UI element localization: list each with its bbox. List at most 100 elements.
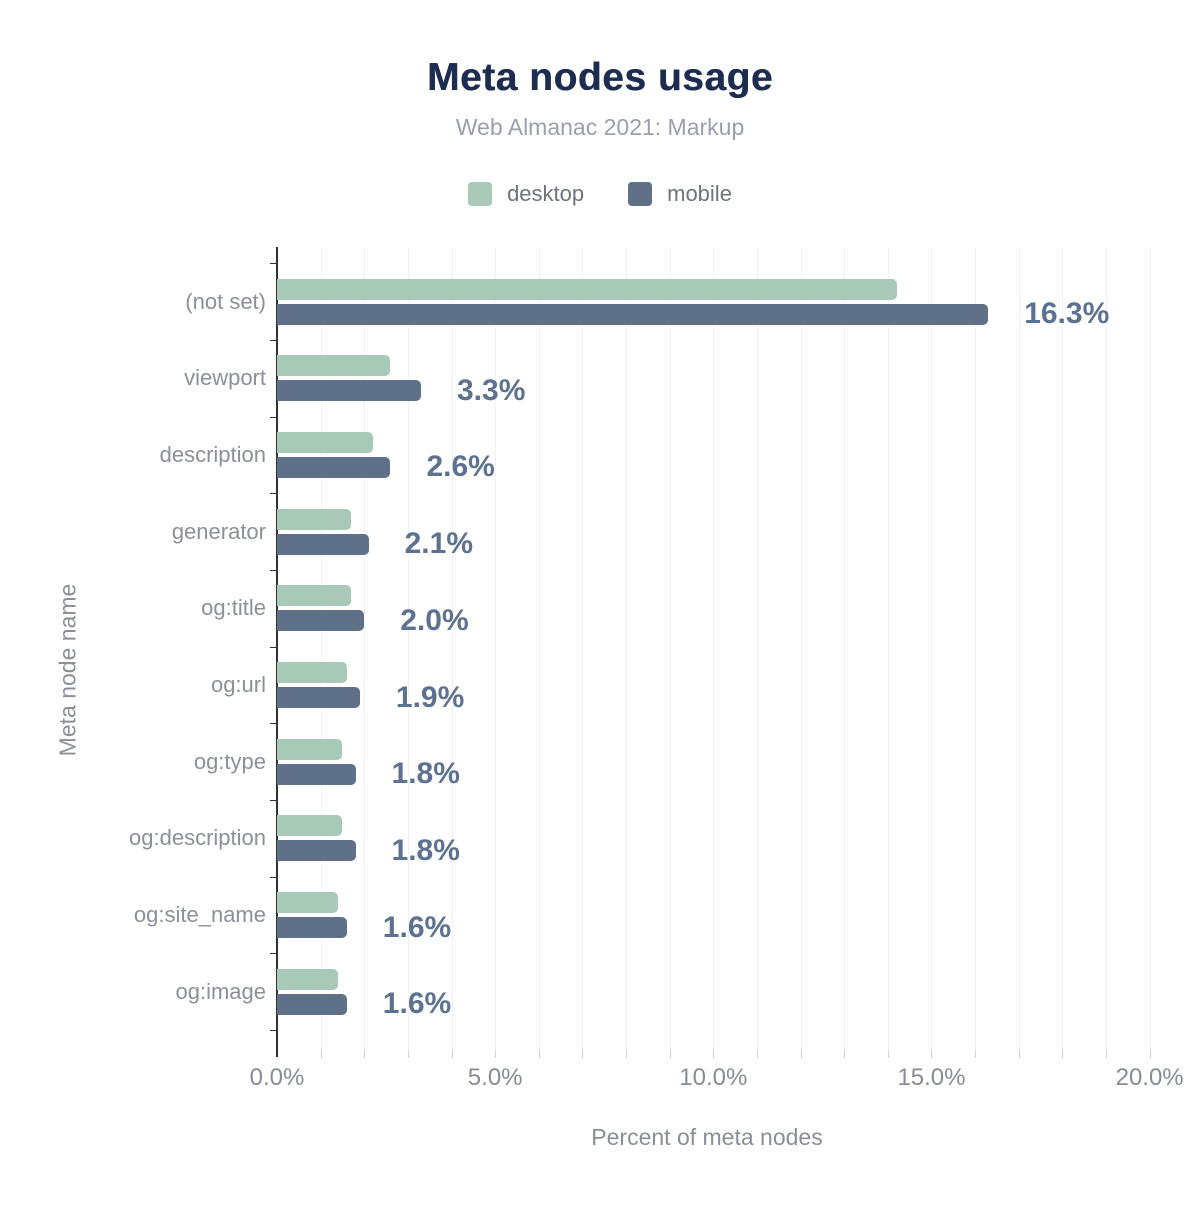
x-tick-label: 10.0% <box>679 1064 748 1091</box>
x-axis-minor-tick <box>975 1050 977 1058</box>
desktop-bar <box>277 278 897 300</box>
x-axis-minor-tick <box>1106 1050 1107 1058</box>
mobile-bar <box>277 456 391 478</box>
y-axis-tick <box>270 339 276 341</box>
x-axis-minor-tick <box>1149 1050 1151 1058</box>
gridline-8pct <box>626 247 628 1050</box>
gridline-14pct <box>887 247 889 1050</box>
x-axis-minor-tick <box>320 1050 322 1058</box>
y-axis-title: Meta node name <box>54 583 81 757</box>
mobile-bar <box>277 533 369 555</box>
x-axis-minor-tick <box>538 1050 540 1058</box>
gridline-15pct <box>931 247 933 1050</box>
gridline-12pct <box>800 247 802 1050</box>
x-tick-label: 15.0% <box>897 1064 966 1091</box>
x-axis-title: Percent of meta nodes <box>591 1124 823 1150</box>
x-axis-minor-tick <box>669 1050 671 1058</box>
gridline-7pct <box>582 247 584 1050</box>
x-axis-minor-tick <box>1062 1050 1064 1058</box>
mobile-bar <box>277 993 347 1015</box>
gridline-4pct <box>451 247 453 1050</box>
gridline-10pct <box>713 247 715 1050</box>
category-label: og:description <box>129 825 266 851</box>
category-label: og:type <box>193 748 266 774</box>
x-axis-minor-tick <box>713 1050 715 1058</box>
desktop-bar <box>277 968 339 990</box>
mobile-value-label: 2.1% <box>404 527 474 561</box>
x-tick-label: 0.0% <box>249 1064 305 1091</box>
legend: desktop mobile <box>0 181 1200 207</box>
x-axis-minor-tick <box>887 1050 889 1058</box>
desktop-bar <box>277 431 373 453</box>
mobile-value-label: 2.0% <box>400 603 469 637</box>
category-label: description <box>159 441 266 467</box>
mobile-value-label: 16.3% <box>1024 297 1110 330</box>
y-axis-tick <box>270 800 276 802</box>
mobile-bar <box>277 687 360 708</box>
category-label: og:title <box>201 595 266 621</box>
x-axis-minor-tick <box>931 1050 933 1058</box>
y-axis-tick <box>270 569 276 571</box>
mobile-value-label: 1.6% <box>382 910 452 944</box>
mobile-bar <box>277 763 356 785</box>
desktop-bar <box>277 892 339 914</box>
x-axis-minor-tick <box>626 1050 628 1058</box>
y-axis-tick <box>270 263 276 265</box>
gridline-1pct <box>320 247 322 1050</box>
mobile-value-label: 1.9% <box>395 680 465 714</box>
desktop-bar <box>277 585 352 607</box>
y-axis-line <box>276 247 278 1057</box>
desktop-bar <box>277 662 347 683</box>
legend-item-desktop: desktop <box>468 181 584 207</box>
y-axis-tick <box>270 723 276 725</box>
category-label: generator <box>171 518 266 544</box>
desktop-bar <box>277 738 343 760</box>
x-axis-minor-tick <box>364 1050 366 1058</box>
gridline-11pct <box>756 247 758 1050</box>
gridline-16pct <box>975 247 977 1050</box>
desktop-legend-swatch <box>468 182 493 206</box>
desktop-legend-label: desktop <box>507 181 585 206</box>
mobile-bar <box>277 610 365 632</box>
mobile-bar <box>277 840 356 862</box>
x-axis-minor-tick <box>451 1050 453 1058</box>
x-axis-minor-tick <box>495 1050 497 1058</box>
chart-subtitle: Web Almanac 2021: Markup <box>455 114 745 140</box>
y-axis-tick <box>270 416 276 418</box>
category-label: viewport <box>184 365 266 391</box>
mobile-bar <box>277 303 989 325</box>
x-axis-minor-tick <box>1018 1050 1020 1058</box>
mobile-legend-label: mobile <box>667 181 732 206</box>
x-axis-minor-tick <box>407 1050 409 1058</box>
x-tick-label: 5.0% <box>467 1064 523 1091</box>
gridline-13pct <box>844 247 846 1050</box>
y-axis-tick <box>270 646 276 648</box>
gridline-2pct <box>364 247 366 1050</box>
desktop-bar <box>277 815 343 837</box>
gridline-5pct <box>495 247 497 1050</box>
y-axis-tick <box>270 876 276 878</box>
gridline-20pct <box>1149 247 1151 1050</box>
plot-area: (not set) 16.3% viewport 3.3% description 2.6… <box>129 247 1184 1091</box>
gridline-17pct <box>1018 247 1020 1050</box>
mobile-legend-swatch <box>628 182 653 206</box>
mobile-value-label: 1.8% <box>391 757 460 791</box>
y-axis-tick <box>270 493 276 495</box>
mobile-value-label: 1.6% <box>382 987 452 1021</box>
x-tick-label: 20.0% <box>1115 1064 1184 1091</box>
desktop-bar <box>277 355 391 377</box>
legend-item-mobile: mobile <box>628 181 732 207</box>
x-axis-minor-tick <box>800 1050 802 1058</box>
gridline-6pct <box>538 247 540 1050</box>
category-label: og:site_name <box>133 902 266 928</box>
mobile-bar <box>277 917 347 939</box>
gridline-3pct <box>407 247 409 1050</box>
x-axis-minor-tick <box>756 1050 758 1058</box>
category-label: og:url <box>210 672 266 697</box>
gridline-18pct <box>1062 247 1064 1050</box>
mobile-bar <box>277 380 421 402</box>
y-axis-tick <box>270 953 276 955</box>
mobile-value-label: 1.8% <box>391 833 460 867</box>
desktop-bar <box>277 508 352 530</box>
